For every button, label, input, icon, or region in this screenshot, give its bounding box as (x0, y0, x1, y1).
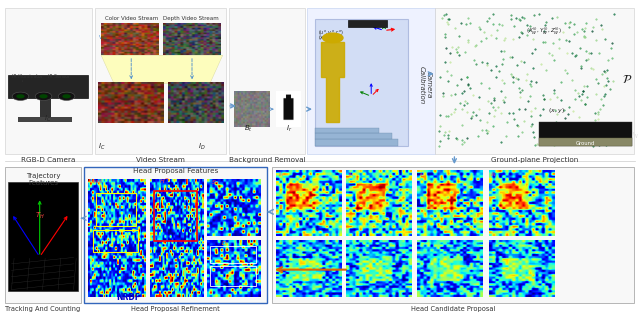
Text: $I_D$: $I_D$ (198, 142, 206, 152)
Text: Trajectory
Features: Trajectory Features (26, 173, 60, 186)
Bar (539, 138, 632, 146)
Text: $\mathcal{P}$: $\mathcal{P}$ (622, 74, 632, 86)
Bar (84, 167, 267, 303)
Text: $T_H$: $T_H$ (35, 211, 45, 221)
Text: Expanding: Expanding (364, 174, 395, 179)
Bar (210, 246, 256, 263)
Text: Video Stream: Video Stream (136, 157, 185, 163)
Text: Ground-plane Projection: Ground-plane Projection (491, 157, 578, 163)
Text: Filtering: Filtering (298, 174, 321, 179)
Bar (95, 8, 226, 154)
Bar (348, 20, 387, 27)
Text: $B_t$: $B_t$ (244, 124, 253, 134)
Text: $(u^o, v^o, r^o)$: $(u^o, v^o, r^o)$ (318, 29, 344, 38)
Bar (18, 117, 72, 122)
Circle shape (63, 94, 70, 99)
Text: $D_f$: $D_f$ (221, 239, 229, 248)
Bar (210, 266, 256, 286)
Bar (8, 182, 78, 291)
Text: Head: Head (90, 179, 102, 184)
Text: Local Maximum
Points: Local Maximum Points (427, 171, 474, 182)
Bar (315, 133, 392, 139)
Text: $(x, y)$: $(x, y)$ (548, 106, 565, 115)
Text: $I_N$: $I_N$ (631, 131, 639, 141)
Polygon shape (321, 42, 344, 122)
Bar (307, 8, 435, 154)
Text: $I_C$: $I_C$ (98, 142, 106, 152)
Bar (93, 230, 138, 252)
Text: IR Illuminator: IR Illuminator (12, 74, 42, 79)
Text: Camera
Calibration: Camera Calibration (419, 66, 432, 104)
Text: Color Video Stream: Color Video Stream (104, 16, 158, 21)
Bar (40, 97, 51, 117)
Bar (539, 122, 632, 146)
Text: Tracking And Counting: Tracking And Counting (5, 306, 81, 312)
Text: NRDF: NRDF (116, 293, 140, 302)
Text: $I_H$: $I_H$ (419, 170, 426, 179)
Bar (435, 8, 634, 154)
Text: Video Stream Output: Video Stream Output (99, 35, 151, 42)
Text: RGB-D Camera: RGB-D Camera (21, 157, 76, 163)
Bar (8, 75, 88, 98)
Bar (315, 128, 379, 133)
Text: Head Proposal Features: Head Proposal Features (133, 168, 218, 174)
Bar (272, 167, 634, 303)
Text: Background Removal: Background Removal (228, 157, 305, 163)
Text: $I_N$: $I_N$ (490, 170, 497, 179)
Bar (5, 8, 92, 154)
Bar (96, 193, 136, 226)
Text: Ground: Ground (575, 141, 595, 146)
Circle shape (17, 94, 25, 99)
Text: $H^-$: $H^-$ (159, 177, 170, 185)
Text: Depth Video Stream: Depth Video Stream (163, 16, 219, 21)
Text: $S_H$: $S_H$ (211, 178, 220, 187)
Text: $(x_o^c, y_o^c, z_o^c)$: $(x_o^c, y_o^c, z_o^c)$ (318, 34, 344, 43)
Text: $I_H$: $I_H$ (348, 170, 355, 179)
Polygon shape (101, 55, 223, 83)
Circle shape (35, 92, 52, 100)
Text: $I_H$: $I_H$ (278, 170, 285, 179)
Bar (154, 191, 197, 241)
Text: Head Proposal Refinement: Head Proposal Refinement (131, 306, 220, 312)
Circle shape (40, 94, 48, 99)
Bar (315, 19, 408, 146)
Text: $I_r$: $I_r$ (286, 124, 292, 134)
Text: Head Candidate Proposal: Head Candidate Proposal (411, 306, 495, 312)
Bar (5, 167, 81, 303)
Text: Down Sampling: Down Sampling (499, 174, 545, 179)
Text: $(X_W^{(i)}, Y_W^{(i)}, Z_W^{(i)})$: $(X_W^{(i)}, Y_W^{(i)}, Z_W^{(i)})$ (526, 26, 562, 38)
Circle shape (322, 32, 344, 43)
Bar (229, 8, 305, 154)
Text: IR Sensor: IR Sensor (48, 74, 70, 79)
Bar (315, 139, 398, 146)
Circle shape (12, 92, 29, 100)
Circle shape (58, 92, 75, 100)
Text: $I_C$: $I_C$ (44, 113, 51, 124)
